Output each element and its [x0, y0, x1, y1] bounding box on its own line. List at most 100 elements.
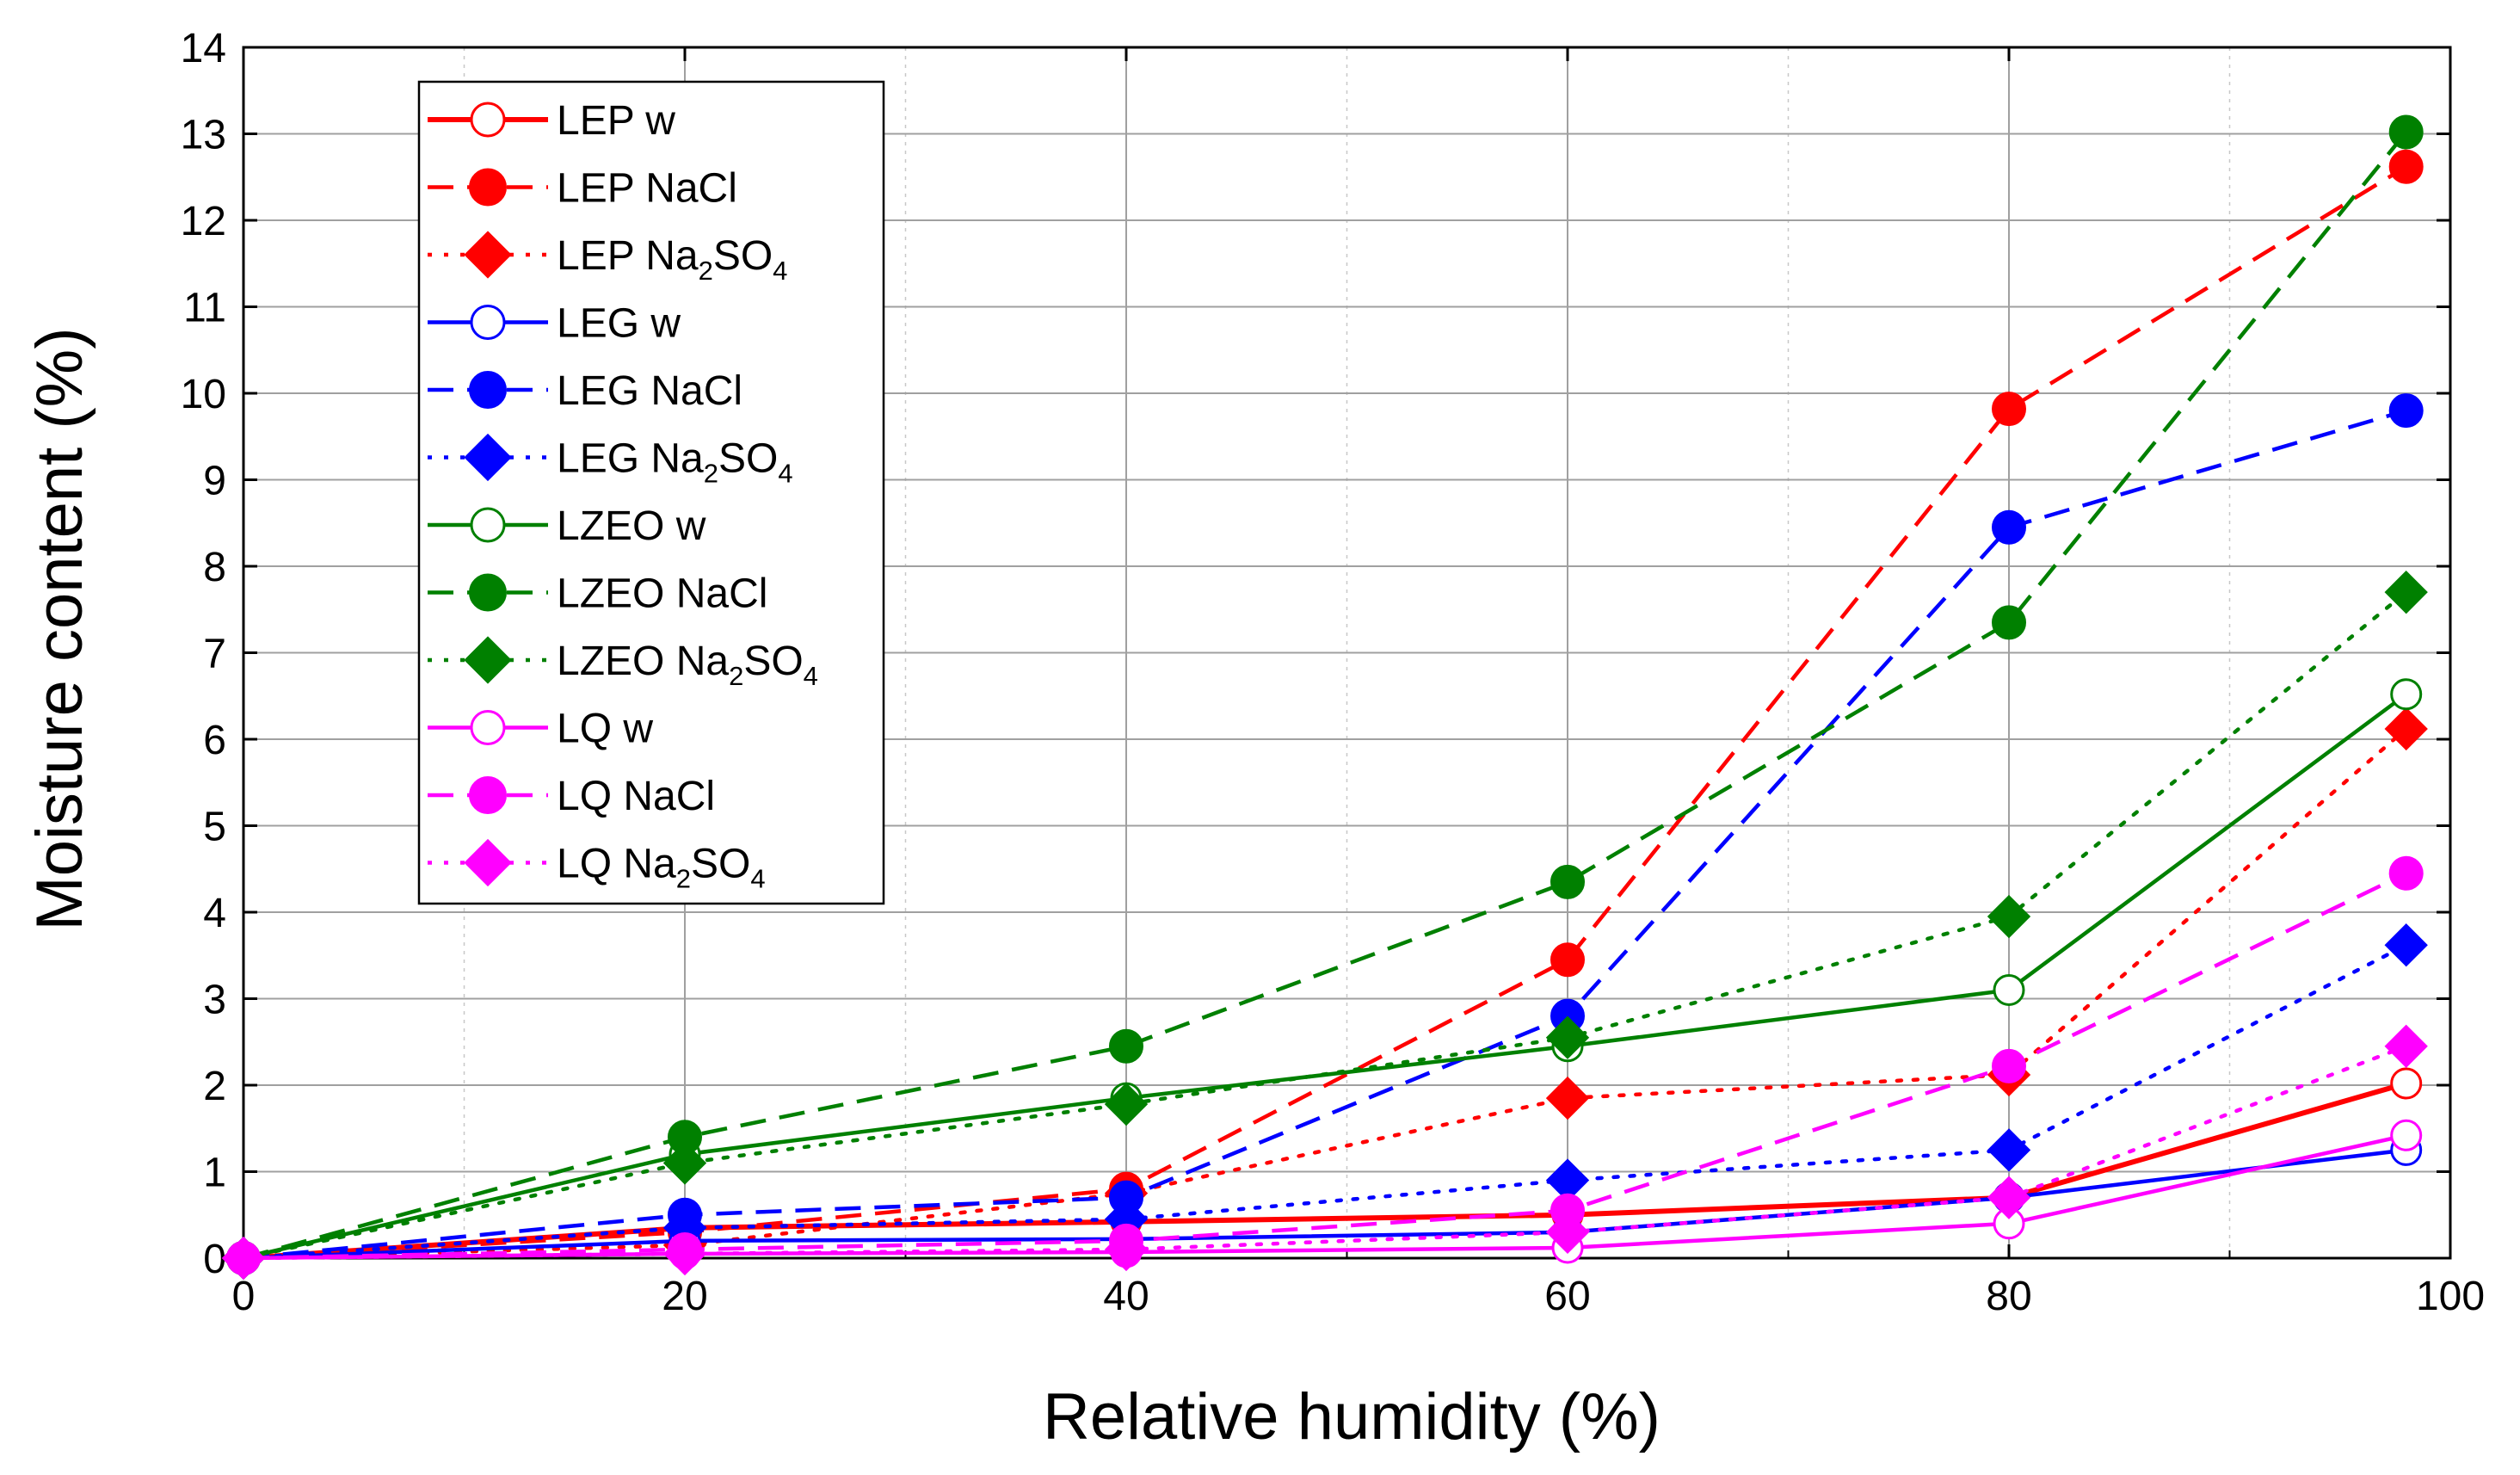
legend-label-subscript: 4: [750, 864, 765, 894]
series-line: [243, 871, 2407, 1261]
legend-marker: [464, 636, 512, 684]
legend-label: LZEO Na2SO4: [557, 639, 818, 691]
data-point: [1992, 392, 2026, 427]
data-point: [221, 1236, 266, 1281]
legend-label-subscript: 2: [704, 459, 718, 489]
series-line: [241, 726, 2408, 1261]
data-point: [1987, 1176, 2031, 1219]
legend-entry: LEG Na2SO4: [428, 433, 793, 489]
series-line: [243, 408, 2407, 1261]
legend-label: LEG w: [557, 301, 681, 347]
data-point: [2388, 149, 2424, 184]
legend-entry: LEP w: [428, 98, 675, 144]
legend-label: LEP w: [557, 98, 675, 144]
data-point: [2388, 393, 2424, 429]
legend-label: LQ Na2SO4: [557, 842, 766, 894]
legend-marker: [469, 573, 507, 612]
data-point: [2390, 1119, 2423, 1151]
legend-marker: [470, 305, 506, 340]
y-tick-label: 13: [181, 113, 226, 158]
data-point: [2390, 1067, 2423, 1100]
legend-label-main: LEG Na: [557, 436, 704, 482]
legend-label-main: LZEO NaCl: [557, 571, 767, 617]
legend-entry: LEG NaCl: [428, 368, 742, 414]
legend-label-subscript: 4: [778, 459, 792, 489]
y-axis-title: Moisture content (%): [23, 327, 96, 930]
data-point: [1550, 864, 1585, 899]
legend-label-main: LEG w: [557, 301, 681, 347]
legend-label-main: LEG NaCl: [557, 368, 742, 414]
legend-entry: LZEO NaCl: [428, 571, 767, 617]
legend-label-tail: SO: [718, 436, 778, 482]
legend-label: LZEO w: [557, 503, 706, 549]
legend-label-main: LQ w: [557, 707, 653, 752]
series-line: [243, 692, 2408, 1261]
data-point: [2388, 855, 2424, 891]
legend-label-tail: SO: [713, 233, 773, 279]
legend-label: LEP NaCl: [557, 166, 737, 212]
legend-marker: [469, 776, 507, 814]
legend-label: LEG Na2SO4: [557, 436, 793, 489]
x-tick-label: 80: [1986, 1274, 2031, 1319]
legend-box: [417, 80, 885, 905]
data-point: [1109, 1028, 1143, 1064]
x-tick-label: 100: [2416, 1274, 2485, 1319]
legend-entry: LZEO w: [428, 503, 706, 549]
data-point: [1104, 1227, 1149, 1272]
series-layer: [221, 114, 2428, 1281]
data-point: [2384, 570, 2428, 614]
legend-label: LZEO NaCl: [557, 571, 767, 617]
y-tick-label: 5: [203, 805, 226, 850]
x-tick-label: 60: [1544, 1274, 1590, 1319]
series-line: [243, 1133, 2407, 1261]
legend-entry: LEG w: [428, 301, 681, 347]
series-line: [243, 1081, 2407, 1261]
legend-marker: [464, 433, 512, 482]
legend-label: LEP Na2SO4: [557, 233, 787, 286]
legend-label-subscript: 2: [729, 661, 743, 691]
data-point: [1993, 973, 2025, 1006]
y-tick-label: 14: [181, 26, 226, 71]
legend-marker: [464, 838, 512, 887]
data-point: [1992, 509, 2026, 545]
legend-label-subscript: 4: [804, 661, 818, 691]
legend-label: LEG NaCl: [557, 368, 742, 414]
data-point: [2388, 114, 2424, 150]
legend-entry: LZEO Na2SO4: [428, 636, 818, 691]
legend-entry: LQ w: [428, 707, 653, 752]
y-tick-label: 9: [203, 459, 226, 504]
y-tick-label: 2: [203, 1064, 226, 1109]
data-point: [1992, 1048, 2026, 1083]
legend-label: LQ NaCl: [557, 774, 715, 819]
legend-entry: LEP NaCl: [428, 166, 737, 212]
legend-label-main: LZEO Na: [557, 639, 729, 684]
series-line: [241, 589, 2408, 1261]
legend-label-tail: SO: [691, 842, 750, 887]
legend-marker: [464, 231, 512, 279]
y-tick-label: 12: [181, 199, 226, 244]
data-point: [1550, 942, 1585, 978]
y-tick-label: 3: [203, 978, 226, 1023]
legend-label-main: LEP NaCl: [557, 166, 737, 212]
legend-entry: LEP Na2SO4: [428, 231, 787, 286]
x-tick-label: 40: [1103, 1274, 1149, 1319]
legend-entry: LQ Na2SO4: [428, 838, 766, 894]
series-lzeo-nacl: [226, 114, 2424, 1275]
legend-label-main: LEP Na: [557, 233, 699, 279]
legend-marker: [469, 168, 507, 207]
legend-marker: [470, 507, 506, 543]
y-tick-label: 6: [203, 718, 226, 763]
data-point: [662, 1231, 707, 1276]
data-point: [1992, 605, 2026, 640]
legend-marker: [470, 710, 506, 745]
legend-label-main: LEP w: [557, 98, 675, 144]
legend-label-tail: SO: [743, 639, 803, 684]
data-point: [662, 1141, 707, 1185]
x-tick-label: 20: [662, 1274, 707, 1319]
legend-label-subscript: 2: [699, 256, 713, 286]
data-point: [2384, 923, 2428, 967]
legend-label-main: LQ NaCl: [557, 774, 715, 819]
x-tick-label: 0: [232, 1274, 256, 1319]
